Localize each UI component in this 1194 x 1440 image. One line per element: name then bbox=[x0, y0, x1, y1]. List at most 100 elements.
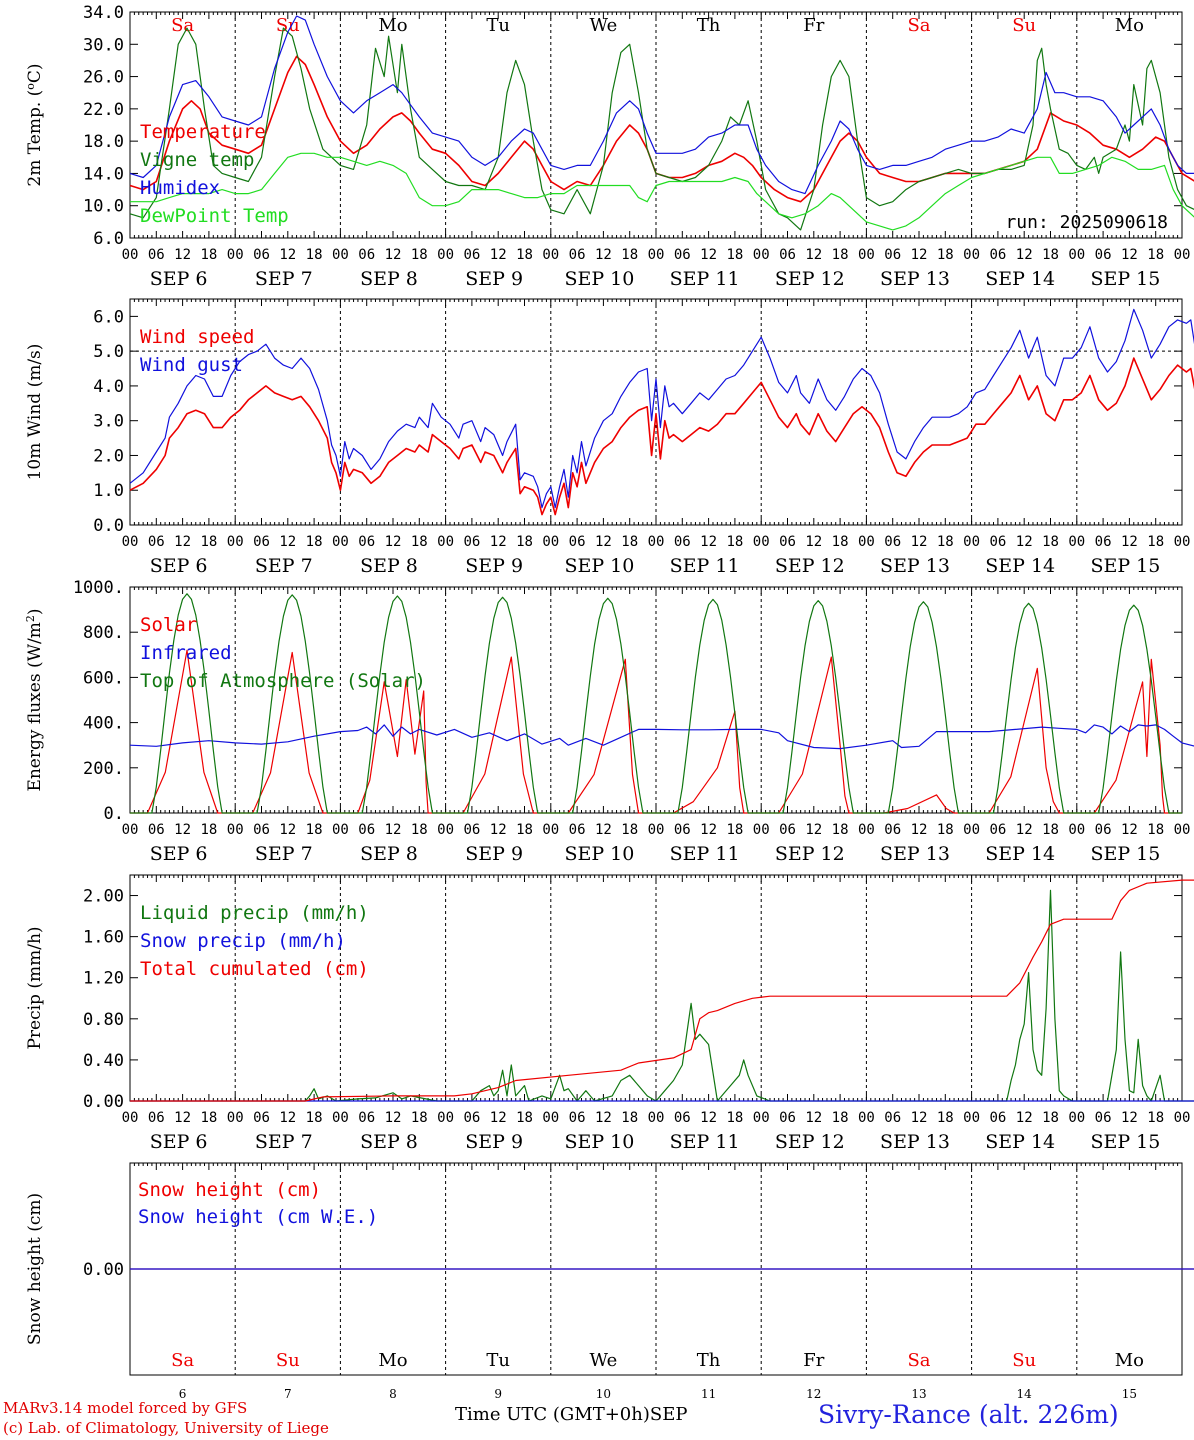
hour-label: 00 bbox=[648, 247, 665, 263]
hour-label: 18 bbox=[1147, 247, 1164, 263]
paren: ) bbox=[25, 608, 45, 615]
hour-label: 12 bbox=[700, 247, 717, 263]
hour-label: 18 bbox=[937, 822, 954, 838]
series-line-dewpoint-temp bbox=[130, 152, 1194, 231]
hour-label: 06 bbox=[884, 534, 901, 550]
hour-label: 06 bbox=[989, 247, 1006, 263]
hour-label: 12 bbox=[385, 1110, 402, 1126]
day-name-label: Sa bbox=[907, 15, 930, 36]
date-label: SEP 11 bbox=[670, 843, 740, 865]
day-name-label: Mo bbox=[1115, 1350, 1144, 1371]
hour-label: 00 bbox=[963, 822, 980, 838]
hour-label: 00 bbox=[753, 1110, 770, 1126]
series-line-total-cumulated-cm- bbox=[130, 879, 1194, 1102]
hour-label: 00 bbox=[227, 534, 244, 550]
hour-label: 06 bbox=[463, 822, 480, 838]
date-label: SEP 10 bbox=[564, 843, 634, 865]
hour-label: 12 bbox=[805, 822, 822, 838]
hour-label: 18 bbox=[1147, 822, 1164, 838]
hour-label: 12 bbox=[595, 1110, 612, 1126]
hour-label: 12 bbox=[1121, 247, 1138, 263]
date-label: SEP 15 bbox=[1090, 268, 1160, 290]
day-name-label: Tu bbox=[486, 1350, 510, 1371]
hour-label: 00 bbox=[122, 534, 139, 550]
y-tick-label: 2.00 bbox=[83, 887, 124, 907]
hour-label: 00 bbox=[1174, 822, 1191, 838]
date-label: SEP 15 bbox=[1090, 555, 1160, 577]
date-label: SEP 13 bbox=[880, 555, 950, 577]
hour-label: 00 bbox=[648, 1110, 665, 1126]
day-number-label: 15 bbox=[1122, 1387, 1137, 1401]
date-label: SEP 10 bbox=[564, 555, 634, 577]
hour-label: 18 bbox=[1042, 247, 1059, 263]
hour-label: 12 bbox=[1016, 1110, 1033, 1126]
date-label: SEP 6 bbox=[150, 843, 208, 865]
hour-label: 12 bbox=[1016, 247, 1033, 263]
hour-label: 00 bbox=[542, 534, 559, 550]
date-label: SEP 9 bbox=[465, 555, 523, 577]
hour-label: 00 bbox=[1068, 1110, 1085, 1126]
hour-label: 18 bbox=[937, 1110, 954, 1126]
hour-label: 12 bbox=[279, 1110, 296, 1126]
hour-label: 00 bbox=[648, 534, 665, 550]
hour-label: 06 bbox=[463, 534, 480, 550]
hour-label: 18 bbox=[832, 1110, 849, 1126]
date-label: SEP 6 bbox=[150, 1131, 208, 1153]
hour-label: 12 bbox=[1121, 1110, 1138, 1126]
series-line-infrared bbox=[129, 724, 1194, 750]
hour-label: 00 bbox=[122, 247, 139, 263]
date-label: SEP 12 bbox=[775, 555, 845, 577]
hour-label: 06 bbox=[463, 1110, 480, 1126]
hour-label: 00 bbox=[648, 822, 665, 838]
day-number-label: 8 bbox=[389, 1387, 397, 1401]
unit: C) bbox=[25, 63, 45, 83]
hour-label: 18 bbox=[1042, 822, 1059, 838]
hour-label: 06 bbox=[1095, 534, 1112, 550]
date-label: SEP 14 bbox=[985, 1131, 1055, 1153]
y-axis-title: Energy fluxes (W/m2) bbox=[24, 608, 46, 791]
hour-label: 06 bbox=[779, 822, 796, 838]
y-tick-label: 0.80 bbox=[83, 1010, 124, 1030]
day-name-label: Sa bbox=[171, 15, 194, 36]
hour-label: 18 bbox=[621, 1110, 638, 1126]
hour-label: 12 bbox=[279, 534, 296, 550]
legend-entry: Vigne temp bbox=[140, 149, 254, 171]
hour-label: 18 bbox=[411, 822, 428, 838]
hour-label: 06 bbox=[989, 822, 1006, 838]
hour-label: 18 bbox=[516, 534, 533, 550]
hour-label: 12 bbox=[174, 1110, 191, 1126]
hour-label: 12 bbox=[805, 247, 822, 263]
date-label: SEP 10 bbox=[564, 1131, 634, 1153]
date-label: SEP 15 bbox=[1090, 843, 1160, 865]
hour-label: 06 bbox=[1095, 1110, 1112, 1126]
day-number-label: 10 bbox=[596, 1387, 611, 1401]
hour-label: 06 bbox=[569, 822, 586, 838]
legend-entry: Top of Atmosphere (Solar) bbox=[140, 670, 426, 692]
hour-label: 00 bbox=[858, 822, 875, 838]
month-label: SEP bbox=[649, 1404, 688, 1425]
legend-entry: Solar bbox=[140, 614, 197, 636]
hour-label: 18 bbox=[200, 1110, 217, 1126]
date-label: SEP 12 bbox=[775, 843, 845, 865]
day-number-label: 14 bbox=[1017, 1387, 1033, 1401]
hour-label: 06 bbox=[358, 247, 375, 263]
hour-label: 00 bbox=[437, 1110, 454, 1126]
y-tick-label: 26.0 bbox=[83, 68, 124, 88]
day-name-label: Sa bbox=[907, 1350, 930, 1371]
y-tick-label: 0.00 bbox=[83, 1092, 124, 1112]
y-tick-label: 6.0 bbox=[93, 307, 124, 327]
day-name-label: Mo bbox=[378, 1350, 407, 1371]
hour-label: 12 bbox=[595, 247, 612, 263]
day-name-label: Fr bbox=[803, 15, 824, 36]
hour-label: 06 bbox=[884, 1110, 901, 1126]
date-label: SEP 6 bbox=[150, 268, 208, 290]
hour-label: 06 bbox=[569, 247, 586, 263]
day-number-label: 13 bbox=[911, 1387, 926, 1401]
time-axis-label: Time UTC (GMT+0h)SEP bbox=[455, 1404, 687, 1425]
hour-label: 18 bbox=[306, 1110, 323, 1126]
hour-label: 18 bbox=[726, 1110, 743, 1126]
y-axis-title: Snow height (cm) bbox=[25, 1193, 45, 1345]
hour-label: 00 bbox=[332, 247, 349, 263]
y-tick-label: 18.0 bbox=[83, 132, 124, 152]
